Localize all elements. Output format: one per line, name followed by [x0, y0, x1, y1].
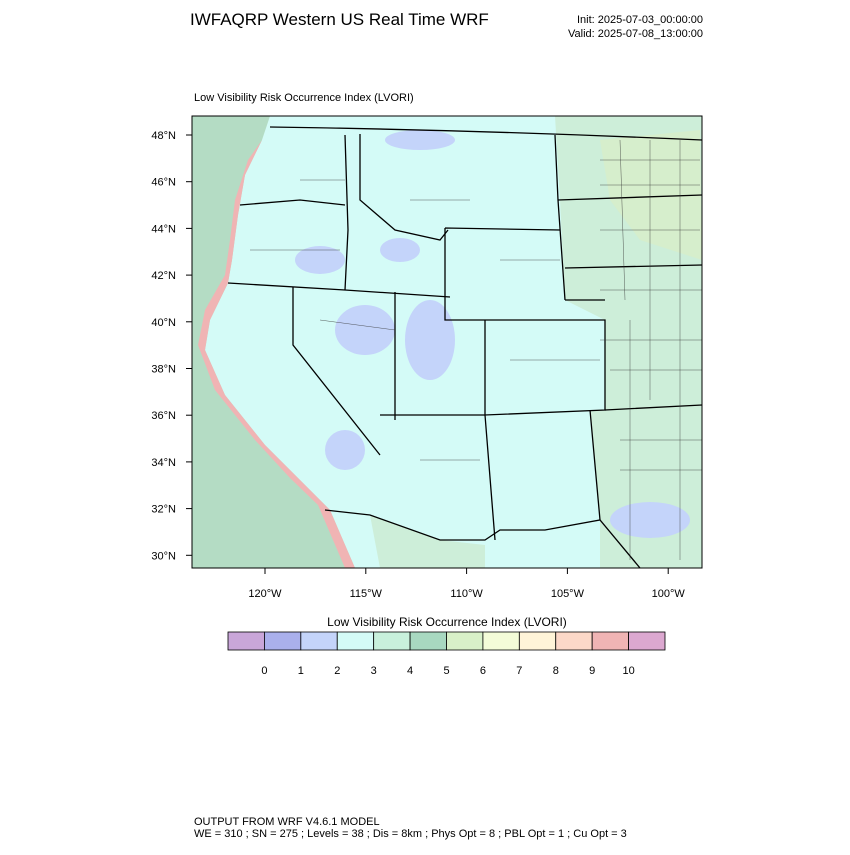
- county-lines: [250, 139, 702, 560]
- colorbar-box: [300, 631, 338, 651]
- colorbar-box: [446, 631, 484, 651]
- colorbar-label: 7: [516, 665, 522, 677]
- colorbar-label: 6: [480, 665, 486, 677]
- lat-label: 36°N: [151, 410, 176, 422]
- colorbar-box: [336, 631, 375, 651]
- colorbar-box: [227, 631, 265, 651]
- map-frame: [191, 115, 703, 569]
- lat-label: 46°N: [151, 177, 176, 189]
- colorbar-label: 1: [298, 665, 304, 677]
- colorbar-label: 10: [622, 665, 634, 677]
- footer-line: WE = 310 ; SN = 275 ; Levels = 38 ; Dis …: [194, 828, 627, 840]
- lat-label: 30°N: [151, 550, 176, 562]
- colorbar-box: [482, 631, 520, 651]
- sonora: [370, 515, 485, 568]
- colorbar-label: 0: [261, 665, 267, 677]
- lon-axis: 120°W 115°W 110°W 105°W 100°W: [248, 568, 685, 600]
- lat-label: 32°N: [151, 504, 176, 516]
- colorbar-box: [409, 631, 447, 651]
- map: [191, 115, 703, 569]
- page-title: IWFAQRP Western US Real Time WRF: [190, 10, 489, 29]
- colorbar-label: 2: [334, 665, 340, 677]
- colorbar-label: 9: [589, 665, 595, 677]
- colorbar-box: [264, 631, 302, 651]
- colorbar-label: 4: [407, 665, 413, 677]
- lon-label: 120°W: [248, 588, 282, 600]
- footer-line: OUTPUT FROM WRF V4.6.1 MODEL: [194, 816, 380, 828]
- colorbar-label: 8: [553, 665, 559, 677]
- northern-plains: [600, 130, 702, 260]
- lat-axis: 48°N 46°N 44°N 42°N 40°N 38°N 36°N 34°N 32°N 30°N: [151, 130, 192, 562]
- lat-label: 34°N: [151, 457, 176, 469]
- lon-label: 110°W: [450, 588, 483, 600]
- lat-label: 42°N: [151, 270, 176, 282]
- colorbar-box: [555, 631, 593, 651]
- lat-label: 40°N: [151, 317, 176, 329]
- colorbar: 0 1 2 3 4 5 6 7 8 9 10: [227, 631, 666, 677]
- colorbar-box: [373, 631, 411, 651]
- colorbar-label: 5: [443, 665, 449, 677]
- lat-label: 48°N: [151, 130, 176, 142]
- lon-label: 105°W: [551, 588, 585, 600]
- state-borders: [227, 126, 702, 568]
- colorbar-box: [518, 631, 557, 651]
- colorbar-box: [628, 631, 666, 651]
- lat-label: 38°N: [151, 364, 176, 376]
- lon-label: 100°W: [652, 588, 686, 600]
- colorbar-box: [591, 631, 629, 651]
- lon-label: 115°W: [350, 588, 383, 600]
- colorbar-title: Low Visibility Risk Occurrence Index (LV…: [327, 615, 567, 629]
- valid-time: Valid: 2025-07-08_13:00:00: [568, 28, 703, 40]
- colorbar-label: 3: [371, 665, 377, 677]
- map-subtitle: Low Visibility Risk Occurrence Index (LV…: [194, 92, 414, 104]
- init-time: Init: 2025-07-03_00:00:00: [577, 14, 703, 26]
- lat-label: 44°N: [151, 223, 176, 235]
